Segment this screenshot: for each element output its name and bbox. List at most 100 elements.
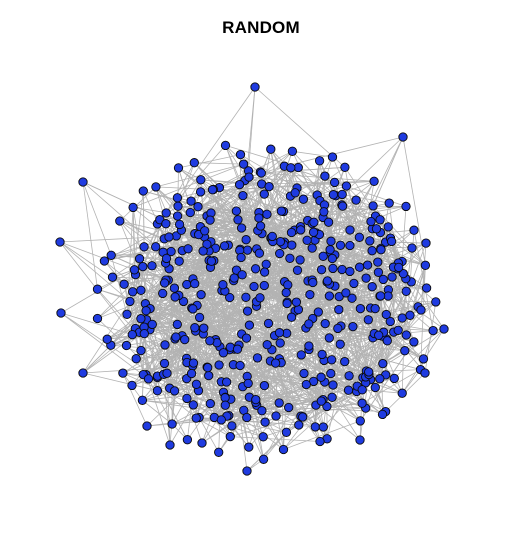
graph-edge [319, 390, 349, 442]
graph-node [375, 374, 385, 384]
graph-node [418, 354, 429, 364]
graph-node [250, 264, 261, 274]
graph-node [235, 149, 246, 160]
graph-node [190, 279, 200, 289]
graph-node [407, 243, 417, 253]
graph-node [182, 435, 193, 445]
graph-node [370, 303, 380, 314]
graph-node [309, 217, 319, 227]
graph-edge [177, 205, 268, 215]
graph-node [128, 202, 138, 213]
graph-node [242, 466, 252, 476]
graph-node [237, 270, 247, 280]
graph-node [345, 266, 355, 277]
graph-edge [82, 372, 158, 392]
graph-edge [308, 323, 345, 362]
graph-node [334, 304, 344, 315]
graph-node [99, 256, 110, 266]
graph-node [259, 267, 270, 277]
graph-edge [263, 424, 299, 438]
graph-node [186, 368, 197, 379]
graph-node [293, 304, 304, 315]
graph-node [214, 447, 224, 457]
graph-node [92, 313, 103, 324]
graph-node [56, 308, 66, 318]
graph-edge [255, 389, 349, 400]
graph-node [328, 380, 338, 390]
graph-edge [119, 186, 157, 222]
graph-edge [104, 202, 390, 262]
graph-edge [140, 350, 188, 440]
graph-edge [344, 167, 381, 221]
graph-node [401, 286, 411, 296]
graph-node [314, 156, 325, 166]
graph-node [409, 337, 419, 347]
graph-node [259, 380, 270, 391]
graph-edge [171, 284, 188, 425]
graph-node [169, 283, 180, 293]
graph-node [398, 132, 408, 142]
graph-node [316, 396, 326, 406]
graph-node [368, 201, 378, 211]
graph-edge [233, 280, 247, 339]
graph-node [164, 232, 174, 242]
graph-node [131, 354, 141, 364]
graph-node [378, 274, 388, 285]
graph-node [78, 177, 88, 187]
graph-edge [342, 194, 390, 204]
graph-node [285, 253, 295, 263]
graph-node [127, 329, 137, 340]
graph-edge [82, 181, 164, 253]
graph-node [206, 256, 217, 266]
graph-node [274, 398, 284, 408]
graph-edge [163, 374, 171, 446]
graph-node [143, 374, 154, 384]
graph-edge [372, 136, 404, 207]
graph-node [138, 261, 148, 272]
graph-edge [110, 255, 128, 315]
graph-node [258, 432, 268, 442]
graph-node [205, 215, 215, 225]
graph-edge [349, 181, 375, 231]
graph-edge [349, 136, 404, 246]
graph-node [236, 223, 247, 233]
graph-node [115, 216, 125, 226]
graph-edge [241, 86, 256, 229]
graph-node [400, 346, 410, 356]
graph-edge [104, 260, 142, 291]
graph-node [198, 246, 208, 256]
graph-edge [333, 194, 376, 309]
graph-node [229, 273, 239, 283]
graph-edge [148, 378, 173, 425]
graph-node [119, 279, 129, 289]
graph-node [371, 224, 382, 234]
graph-node [286, 312, 297, 322]
graph-edge [263, 432, 287, 460]
graph-node [252, 353, 263, 363]
graph-node [129, 265, 140, 275]
graph-edge [157, 358, 187, 391]
graph-node [173, 163, 184, 173]
graph-node [142, 421, 152, 431]
graph-edge [171, 403, 211, 425]
graph-edge [134, 269, 167, 281]
graph-edge [240, 177, 250, 258]
graph-edge [330, 252, 399, 264]
graph-edge [122, 372, 148, 427]
graph-edge [360, 308, 370, 372]
graph-node [231, 206, 242, 216]
graph-node [344, 371, 354, 381]
graph-edge [382, 309, 422, 364]
graph-node [243, 378, 253, 389]
graph-node [296, 225, 306, 235]
graph-node [397, 388, 407, 398]
graph-node [188, 358, 199, 368]
graph-node [190, 323, 200, 333]
graph-edge [142, 333, 145, 401]
graph-node [194, 312, 205, 323]
graph-edge [178, 154, 241, 169]
graph-node [172, 319, 182, 330]
graph-node [249, 281, 259, 292]
graph-edge [241, 333, 280, 404]
graph-node [174, 256, 184, 266]
